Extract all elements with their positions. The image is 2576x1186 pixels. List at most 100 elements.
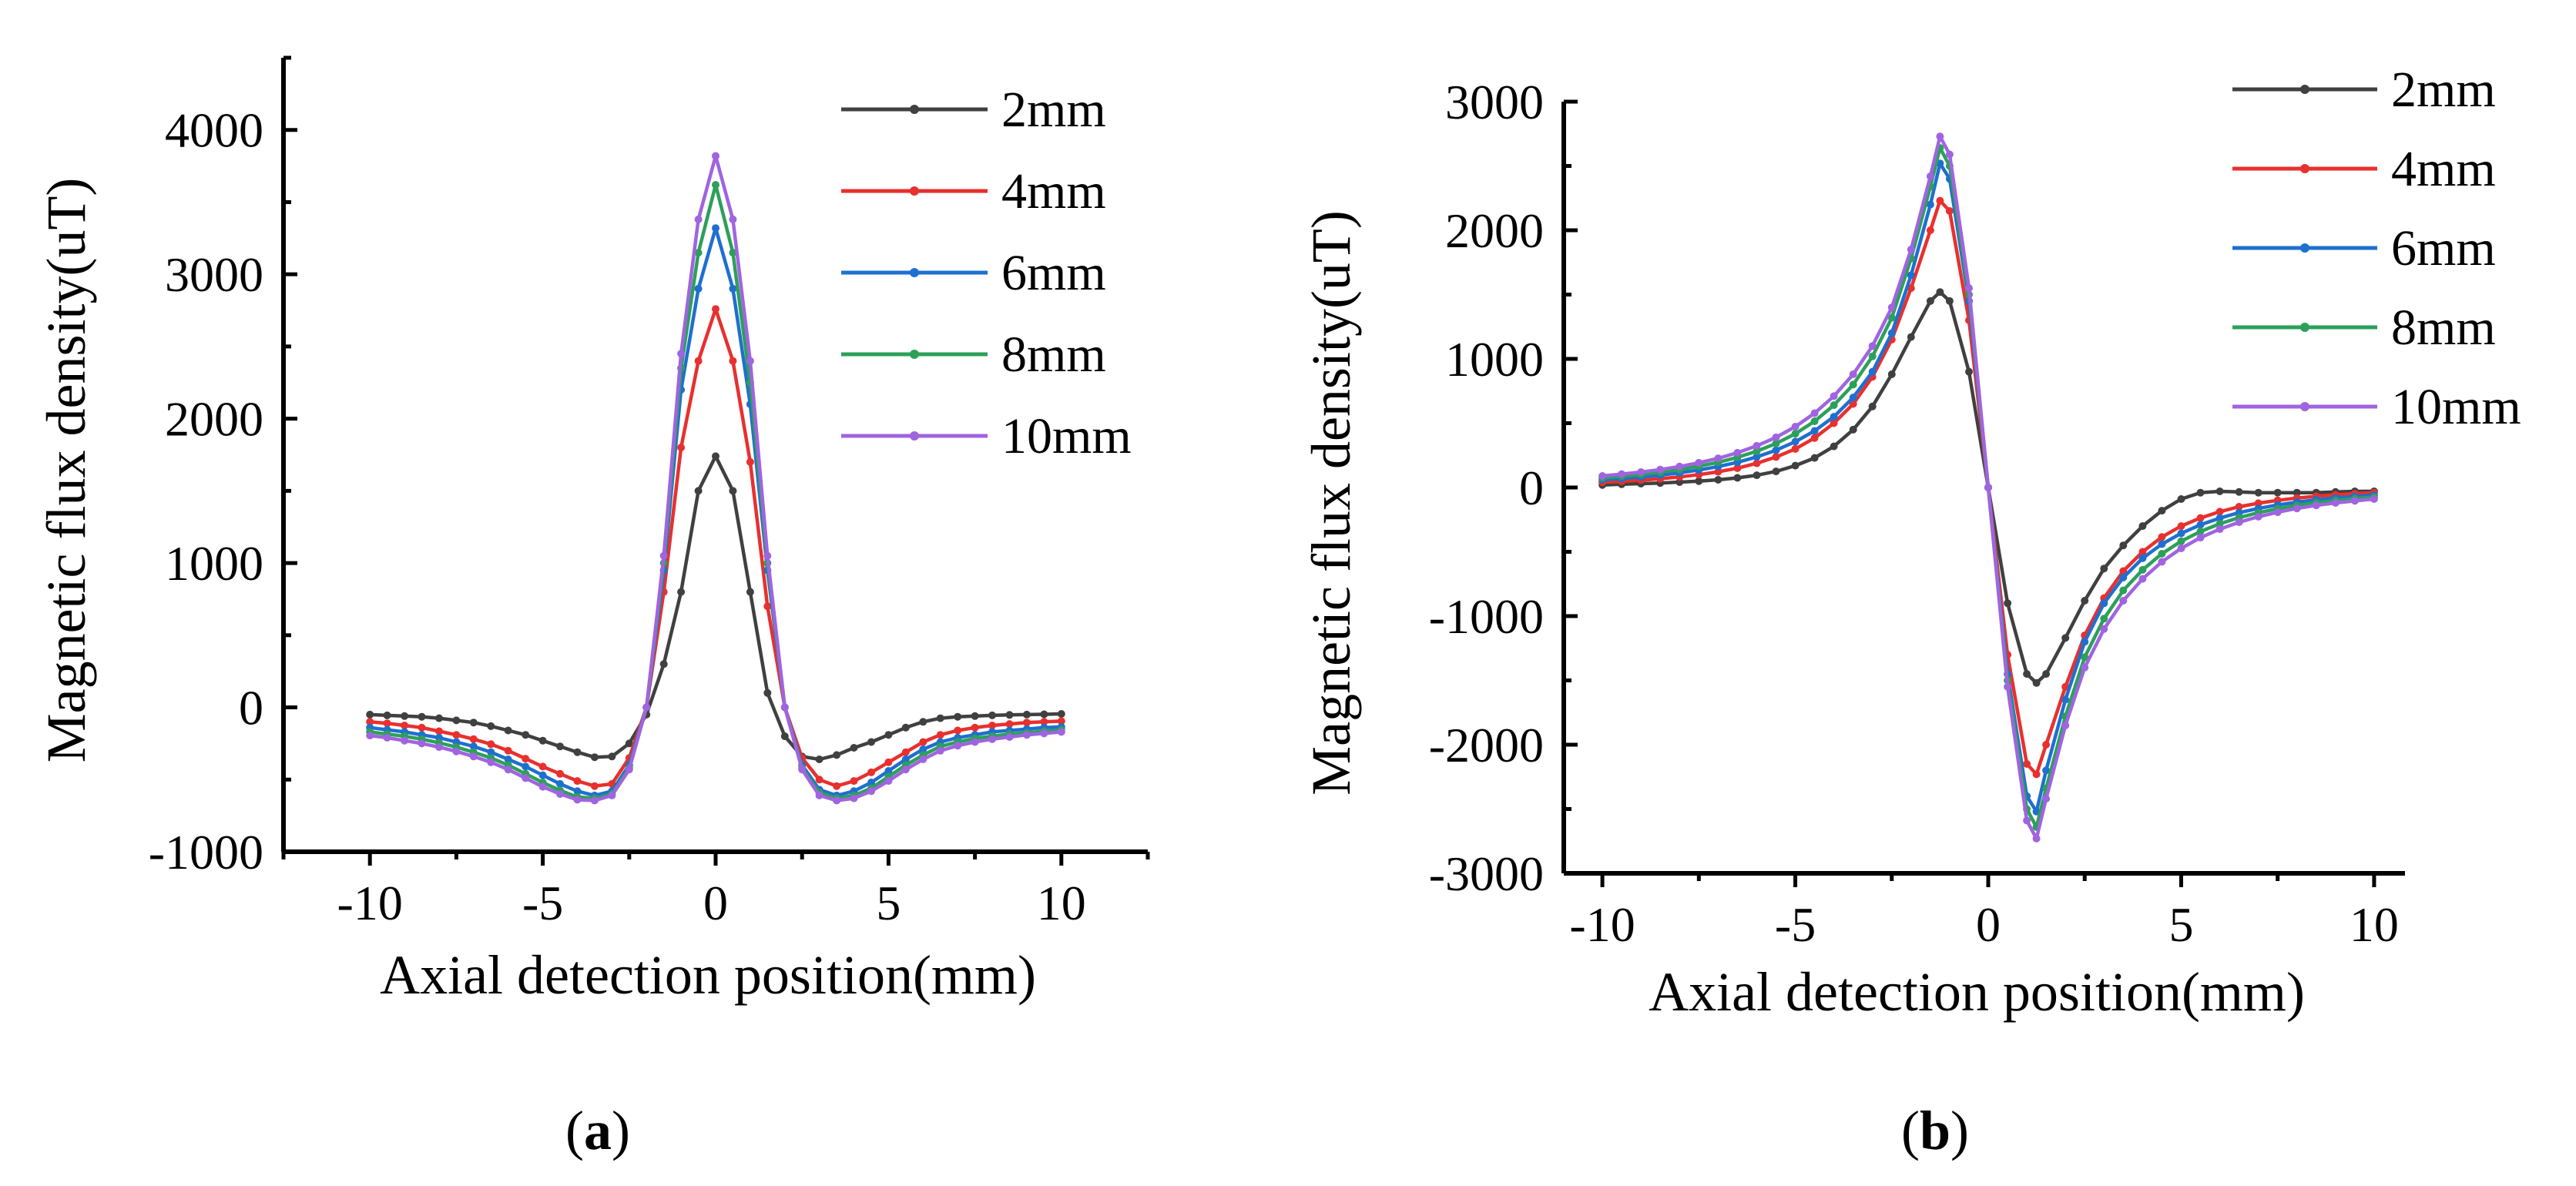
- data-point: [366, 732, 374, 740]
- data-point: [2119, 567, 2128, 575]
- y-tick-label: 3000: [1445, 75, 1544, 129]
- series-10mm: [1598, 132, 2378, 843]
- data-point: [401, 722, 409, 729]
- data-point: [1887, 313, 1896, 322]
- y-tick-label: 2000: [165, 392, 263, 447]
- data-point: [590, 753, 599, 762]
- data-point: [988, 722, 996, 729]
- data-point: [2215, 525, 2224, 534]
- chart-panel-b: -10 -5 0 5 10 -3000 -2000 -1000 0 1000 2000 3000 Axi…: [1300, 62, 2521, 1023]
- data-point: [573, 787, 582, 796]
- data-point: [2177, 529, 2185, 538]
- data-point: [850, 744, 858, 752]
- data-point: [2177, 522, 2185, 531]
- data-point: [1791, 461, 1800, 470]
- chart-panel-a: -10 -5 0 5 10 -1000 0 1000 2000 3000 4000 Axial det…: [35, 55, 1150, 1006]
- y-tick-label: 3000: [165, 247, 263, 302]
- data-point: [659, 551, 668, 560]
- data-point: [1810, 454, 1819, 462]
- legend-label: 10mm: [2391, 379, 2521, 435]
- data-point: [504, 746, 512, 755]
- data-point: [1849, 380, 1857, 389]
- data-point: [538, 771, 547, 779]
- data-point: [1849, 394, 1857, 402]
- data-point: [2023, 760, 2031, 768]
- data-point: [1791, 430, 1800, 438]
- data-point: [487, 758, 495, 766]
- data-point: [901, 755, 910, 763]
- legend-label: 2mm: [2391, 62, 2496, 118]
- x-tick-label: 10: [1037, 876, 1086, 930]
- data-point: [1753, 459, 1761, 467]
- data-point: [1695, 477, 1703, 485]
- data-point: [694, 487, 703, 495]
- data-point: [1005, 711, 1014, 719]
- data-point: [677, 588, 686, 596]
- legend-item-8mm: 8mm: [841, 327, 1106, 383]
- data-point: [2081, 638, 2089, 646]
- legend-item-6mm: 6mm: [2232, 220, 2496, 276]
- data-point: [487, 748, 495, 756]
- data-point: [1887, 329, 1896, 337]
- data-point: [2119, 573, 2128, 581]
- data-point: [971, 738, 979, 746]
- data-point: [1868, 402, 1877, 410]
- data-point: [383, 733, 391, 742]
- data-point: [608, 752, 616, 761]
- data-point: [1830, 392, 1838, 400]
- y-tick-label: 1000: [1445, 332, 1544, 387]
- data-point: [1057, 710, 1065, 718]
- data-point: [971, 723, 979, 732]
- legend-label: 4mm: [1001, 163, 1106, 219]
- data-point: [1714, 476, 1722, 484]
- x-tick-label: -5: [1775, 897, 1816, 952]
- data-point: [833, 751, 841, 759]
- legend-label: 10mm: [1001, 408, 1132, 464]
- data-point: [867, 787, 875, 796]
- data-point: [452, 731, 461, 739]
- data-point: [418, 712, 426, 721]
- data-point: [746, 588, 754, 596]
- data-point: [1868, 367, 1877, 376]
- data-point: [1936, 196, 1944, 205]
- data-point: [712, 181, 719, 189]
- data-point: [2158, 550, 2166, 558]
- data-point: [1830, 419, 1838, 427]
- data-point: [2235, 487, 2243, 496]
- y-tick-label: 0: [239, 681, 263, 735]
- data-point: [2081, 663, 2089, 672]
- y-axis-title: Magnetic flux density(uT): [1300, 210, 1362, 796]
- data-point: [2138, 522, 2147, 531]
- y-tick-label: -1000: [1429, 589, 1544, 644]
- data-point: [1772, 467, 1780, 476]
- data-point: [2331, 499, 2340, 507]
- data-point: [694, 357, 703, 365]
- data-point: [988, 711, 996, 719]
- data-point: [1849, 400, 1857, 408]
- y-tick-label: 2000: [1445, 203, 1544, 258]
- data-point: [469, 719, 478, 727]
- data-point: [988, 735, 996, 743]
- data-point: [1695, 458, 1703, 467]
- data-point: [1868, 342, 1877, 350]
- data-point: [954, 712, 962, 721]
- data-point: [2196, 521, 2205, 529]
- data-point: [2081, 597, 2089, 605]
- legend-label: 8mm: [1001, 327, 1106, 383]
- data-point: [2023, 670, 2031, 678]
- data-point: [2235, 518, 2243, 527]
- data-point: [522, 774, 530, 782]
- data-point: [2032, 834, 2041, 843]
- y-axis-title: Magnetic flux density(uT): [35, 178, 97, 763]
- data-point: [1907, 271, 1915, 280]
- data-point: [1005, 720, 1014, 729]
- data-point: [538, 736, 547, 745]
- legend-marker: [910, 268, 919, 277]
- data-point: [1945, 150, 1954, 159]
- data-point: [1772, 433, 1780, 441]
- data-point: [1810, 434, 1819, 442]
- data-point: [2158, 533, 2166, 541]
- data-point: [729, 487, 737, 495]
- data-point: [798, 766, 807, 774]
